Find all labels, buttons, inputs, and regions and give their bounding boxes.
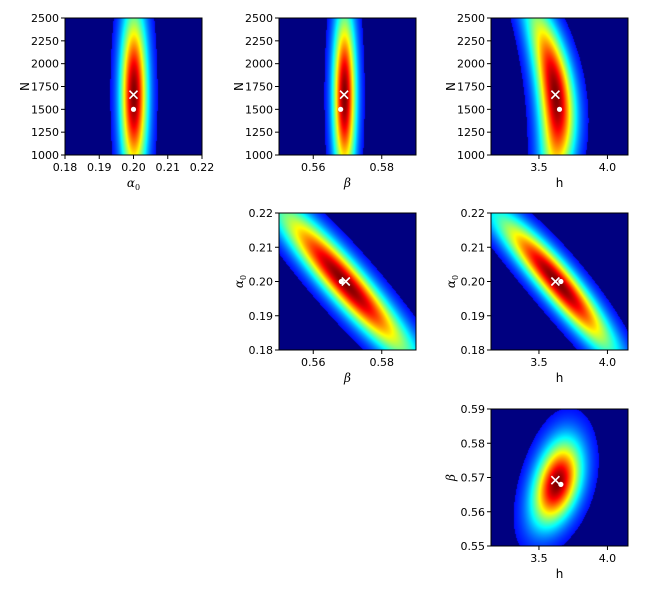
x-tick-label: 0.56 xyxy=(301,356,326,369)
x-tick-label: 3.5 xyxy=(530,161,548,174)
estimate-x-marker xyxy=(341,276,351,287)
estimate-x-marker xyxy=(550,475,560,485)
x-tick-label: 0.56 xyxy=(301,161,326,174)
y-tick-label: 0.20 xyxy=(249,276,274,289)
y-tick-label: 0.56 xyxy=(461,506,486,519)
heatmap-image xyxy=(279,18,416,155)
y-tick-label: 0.20 xyxy=(461,276,486,289)
y-axis-label: N xyxy=(232,82,246,91)
panel-N-vs-h: 3.5 4.0 1000 1250 1500 1750 2000 2250 2500 h N xyxy=(444,12,629,190)
x-axis-label: h xyxy=(556,567,564,581)
x-tick-label: 0.20 xyxy=(121,161,146,174)
x-tick-label: 3.5 xyxy=(530,356,548,369)
x-tick-label: 4.0 xyxy=(599,552,617,565)
panel-N-vs-beta: 0.56 0.58 1000 1250 1500 1750 2000 2250 2500 β N xyxy=(232,12,417,190)
estimate-x-marker xyxy=(128,90,139,100)
true-value-dot xyxy=(338,106,344,112)
x-tick-label: 0.21 xyxy=(156,161,181,174)
y-tick-label: 0.21 xyxy=(249,241,274,254)
y-tick-label: 0.18 xyxy=(461,344,486,357)
x-axis-label: α0 xyxy=(127,176,140,192)
heatmap-image xyxy=(65,18,202,155)
true-value-dot xyxy=(558,278,564,285)
y-tick-label: 0.58 xyxy=(461,437,486,450)
estimate-x-marker xyxy=(339,90,349,100)
y-tick-label: 0.18 xyxy=(249,344,274,357)
x-axis-label: h xyxy=(556,371,564,385)
heatmap-image xyxy=(491,409,628,546)
estimate-x-marker xyxy=(550,90,560,100)
estimate-x-stroke xyxy=(128,90,139,100)
y-tick-label: 2000 xyxy=(457,58,485,71)
y-tick-label: 2500 xyxy=(245,12,273,25)
y-tick-label: 2000 xyxy=(245,58,273,71)
y-tick-label: 1500 xyxy=(245,103,273,116)
y-tick-label: 2000 xyxy=(31,58,59,71)
x-tick-label: 0.18 xyxy=(53,161,78,174)
panel-N-vs-alpha0: 0.18 0.19 0.20 0.21 0.22 1000 1250 1500 1750 2000… xyxy=(18,12,214,192)
y-tick-label: 1250 xyxy=(245,126,273,139)
y-tick-label: 1250 xyxy=(31,126,59,139)
estimate-x-stroke xyxy=(341,276,351,287)
y-axis-label: β xyxy=(444,474,458,482)
x-axis-label: β xyxy=(343,176,351,190)
y-tick-label: 1500 xyxy=(31,103,59,116)
y-tick-label: 0.57 xyxy=(461,472,486,485)
y-tick-label: 2250 xyxy=(457,35,485,48)
estimate-x-stroke xyxy=(550,90,560,100)
y-axis-label: α0 xyxy=(232,275,248,288)
true-value-dot xyxy=(556,106,563,112)
panel-alpha0-vs-beta: 0.56 0.58 0.18 0.19 0.20 0.21 0.22 β α0 xyxy=(232,207,417,385)
y-tick-label: 1000 xyxy=(31,149,59,162)
y-axis-label: N xyxy=(18,82,32,91)
y-tick-label: 0.59 xyxy=(461,403,486,416)
y-tick-label: 0.19 xyxy=(461,310,486,323)
y-tick-label: 2250 xyxy=(245,35,273,48)
y-tick-label: 1500 xyxy=(457,103,485,116)
y-axis-label: α0 xyxy=(444,275,460,288)
y-tick-label: 1000 xyxy=(245,149,273,162)
estimate-x-stroke xyxy=(550,276,560,287)
y-tick-label: 0.55 xyxy=(461,540,486,553)
true-value-dot xyxy=(558,481,564,487)
y-tick-label: 0.22 xyxy=(249,207,274,220)
estimate-x-marker xyxy=(550,276,560,287)
x-tick-label: 3.5 xyxy=(530,552,548,565)
y-tick-label: 1750 xyxy=(31,81,59,94)
x-axis-label: h xyxy=(556,176,564,190)
y-tick-label: 2250 xyxy=(31,35,59,48)
heatmap-image xyxy=(491,18,628,155)
y-tick-label: 0.19 xyxy=(249,310,274,323)
x-tick-label: 4.0 xyxy=(599,356,617,369)
x-tick-label: 0.58 xyxy=(370,356,395,369)
y-tick-label: 2500 xyxy=(457,12,485,25)
heatmap-image xyxy=(279,213,416,350)
estimate-x-stroke xyxy=(339,90,349,100)
y-tick-label: 0.21 xyxy=(461,241,486,254)
y-tick-label: 1000 xyxy=(457,149,485,162)
true-value-dot xyxy=(130,106,137,112)
y-axis-label: N xyxy=(444,82,458,91)
x-tick-label: 4.0 xyxy=(599,161,617,174)
x-tick-label: 0.19 xyxy=(87,161,112,174)
y-tick-label: 1750 xyxy=(457,81,485,94)
panel-beta-vs-h: 3.5 4.0 0.55 0.56 0.57 0.58 0.59 h β xyxy=(444,403,629,581)
y-tick-label: 2500 xyxy=(31,12,59,25)
true-value-dot xyxy=(338,278,344,285)
x-axis-label: β xyxy=(343,371,351,385)
y-tick-label: 1750 xyxy=(245,81,273,94)
y-tick-label: 1250 xyxy=(457,126,485,139)
y-tick-label: 0.22 xyxy=(461,207,486,220)
panel-alpha0-vs-h: 3.5 4.0 0.18 0.19 0.20 0.21 0.22 h α0 xyxy=(444,207,629,385)
x-tick-label: 0.58 xyxy=(370,161,395,174)
x-tick-label: 0.22 xyxy=(190,161,215,174)
estimate-x-stroke xyxy=(550,475,560,485)
